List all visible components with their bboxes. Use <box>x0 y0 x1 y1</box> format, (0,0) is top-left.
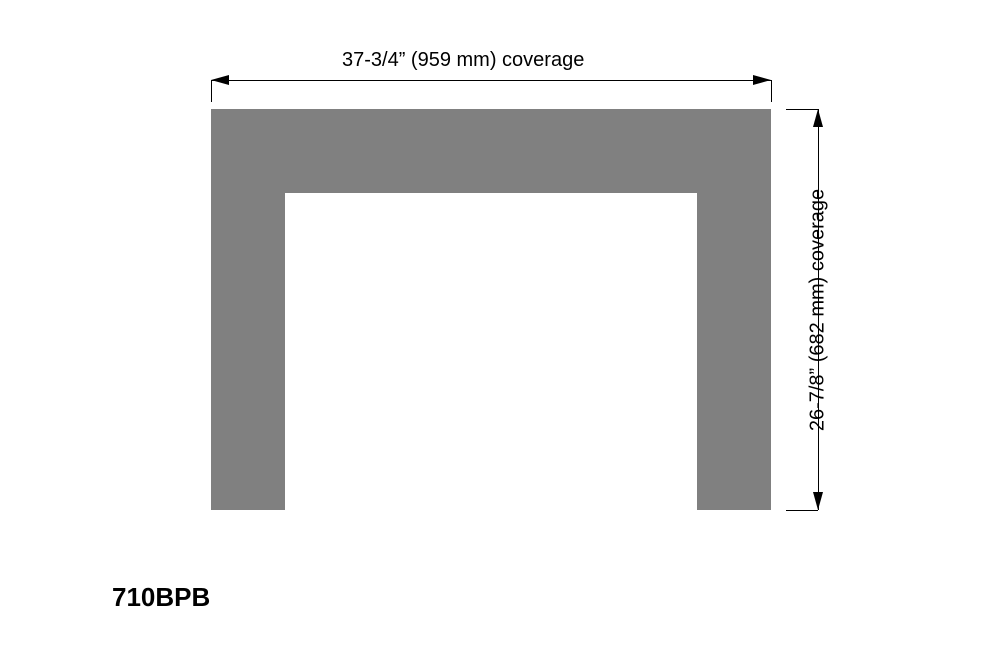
dimension-width-arrow-left <box>211 75 229 85</box>
dimension-height-arrow-up <box>813 109 823 127</box>
surround-top-bar <box>211 109 771 193</box>
dimension-width-arrow-right <box>753 75 771 85</box>
surround-right-leg <box>697 193 771 510</box>
dimension-width-tick-right <box>771 80 772 102</box>
part-number-label: 710BPB <box>112 582 210 613</box>
dimension-width-line <box>211 80 771 81</box>
surround-left-leg <box>211 193 285 510</box>
dimension-height-arrow-down <box>813 492 823 510</box>
dimension-width-label: 37-3/4” (959 mm) coverage <box>342 49 584 72</box>
dimension-height-label: 26-7/8” (682 mm) coverage <box>807 189 830 431</box>
dimension-height-tick-bottom <box>786 510 818 511</box>
diagram-stage: 37-3/4” (959 mm) coverage 26-7/8” (682 m… <box>0 0 1000 667</box>
